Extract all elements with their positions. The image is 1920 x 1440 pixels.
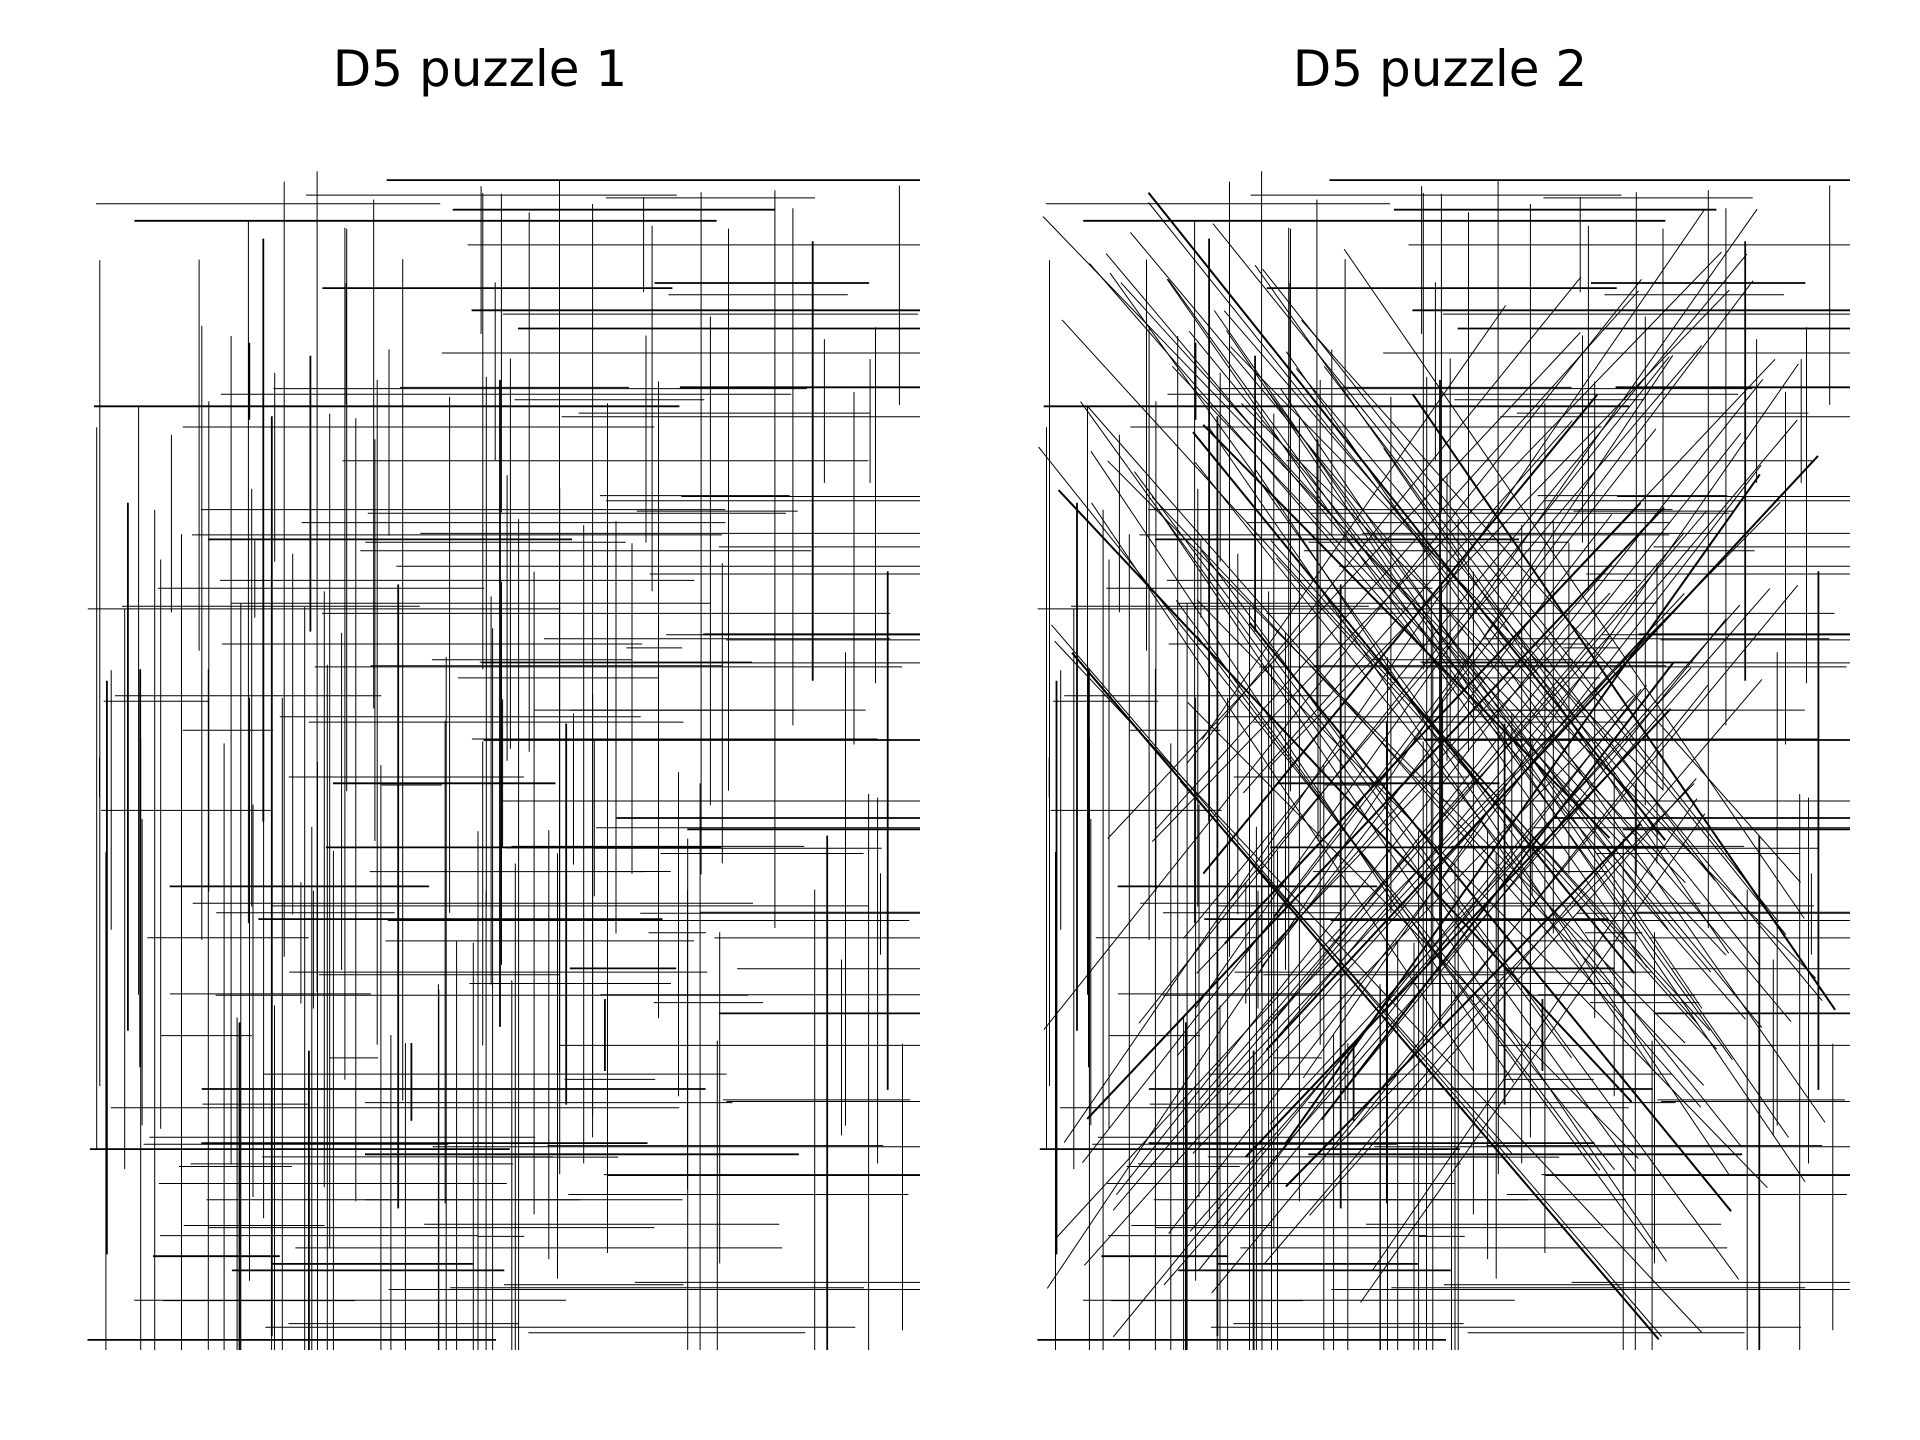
diagonal-segment [1159,512,1668,1262]
diagonal-segment [1372,798,1698,1271]
diagonal-segment [1302,363,1799,1079]
puzzle-2-panel: D5 puzzle 2 [960,0,1920,1440]
diagonal-segment [1175,600,1654,1251]
diagonal-segment [1187,702,1639,1159]
diagonal-segment [1264,679,1763,1264]
diagonal-segment [1163,588,1771,1286]
diagonal-segment [1264,386,1669,930]
diagonal-segment [1301,319,1801,883]
diagonal-segment [1265,455,1819,1051]
diagonal-segment [1083,641,1641,1266]
diagonal-segment [1309,778,1697,1216]
diagonal-segment [1244,708,1672,1158]
diagonal-segment [1223,310,1716,881]
diagonal-segment [1213,310,1789,1138]
diagonal-segment [1255,470,1730,1175]
diagonal-segment [1199,593,1685,1114]
puzzle-1-title: D5 puzzle 1 [332,40,628,98]
diagonal-segment [1091,502,1474,1072]
diagonal-segment [1261,514,1613,968]
diagonal-segment [1147,192,1666,841]
diagonal-segment [1109,272,1624,988]
puzzle-1-panel: D5 puzzle 1 [87,40,920,1350]
diagonal-segment [1056,630,1614,1238]
diagonal-segment [1207,426,1652,1068]
diagonal-segment [1071,652,1660,1341]
diagonal-segment [1198,618,1727,1271]
diagonal-segment [1151,251,1722,842]
diagonal-segment [1269,289,1730,767]
puzzle-2-line-field [1037,171,1850,1350]
diagonal-segment [1151,496,1705,1086]
diagonal-segment [1383,447,1730,954]
diagonal-segment [1082,428,1657,1164]
diagonal-segment [1280,388,1703,1009]
diagonal-segment [1202,424,1611,839]
diagonal-segment [1196,599,1768,1189]
diagonal-segment [1168,464,1762,1234]
diagonal-segment [1176,564,1612,1057]
diagonal-segment [1360,813,1706,1303]
diagonal-segment [1112,510,1707,1211]
diagonal-segment [1194,462,1742,1147]
diagonal-segment [1249,622,1732,1212]
diagonal-segment [1273,280,1754,917]
diagonal-segment [1186,276,1582,764]
puzzle-2-title: D5 puzzle 2 [1292,40,1588,98]
diagonal-segment [1038,446,1616,1171]
diagonal-segment [1332,783,1695,1150]
diagonal-segment [1086,405,1702,1108]
diagonal-segment [1202,394,1598,875]
diagonal-segment [1199,532,1685,1101]
diagonal-segment [1051,624,1662,1337]
diagonal-segment [1201,305,1507,740]
diagonal-segment [1166,278,1648,968]
diagonal-segment [1183,253,1748,939]
diagonal-segment [1105,253,1712,973]
diagonal-segment [1043,278,1642,1030]
diagonal-segment [1285,822,1642,1188]
diagonal-segment [1046,355,1674,1289]
diagonal-segment [1254,264,1659,835]
diagonal-segment [1343,248,1805,919]
puzzle-1-line-field [87,171,920,1350]
diagonal-segment [1090,450,1515,1083]
diagonal-segment [1129,231,1792,1023]
diagonal-segment [1192,695,1634,1154]
diagonal-segment [1225,330,1806,1183]
diagonal-segment [1188,330,1763,1028]
diagonal-segment [1262,268,1779,923]
diagonal-segment [1270,540,1699,1025]
diagonal-segment [1228,345,1702,904]
diagonal-segment [1080,401,1636,1172]
diagonal-segment [1112,685,1647,1338]
diagonal-segment [1107,332,1581,839]
diagonal-segment [1086,506,1665,1120]
diagonal-segment [1148,202,1760,966]
diagonal-segment [1054,640,1702,1333]
diagonal-segment [1248,592,1611,971]
diagonal-segment [1189,604,1741,1232]
diagonal-segment [1107,460,1686,1044]
diagonal-segment [1272,432,1742,1022]
diagonal-segment [1241,402,1817,979]
diagonal-segment [1167,279,1733,1060]
diagonal-segment [1212,223,1787,936]
diagonal-segment [1063,209,1705,1143]
diagonal-segment [1061,319,1711,1031]
diagonal-segment [1411,393,1836,1011]
diagonal-segment [1116,378,1764,1196]
diagonal-segment [1120,282,1633,847]
